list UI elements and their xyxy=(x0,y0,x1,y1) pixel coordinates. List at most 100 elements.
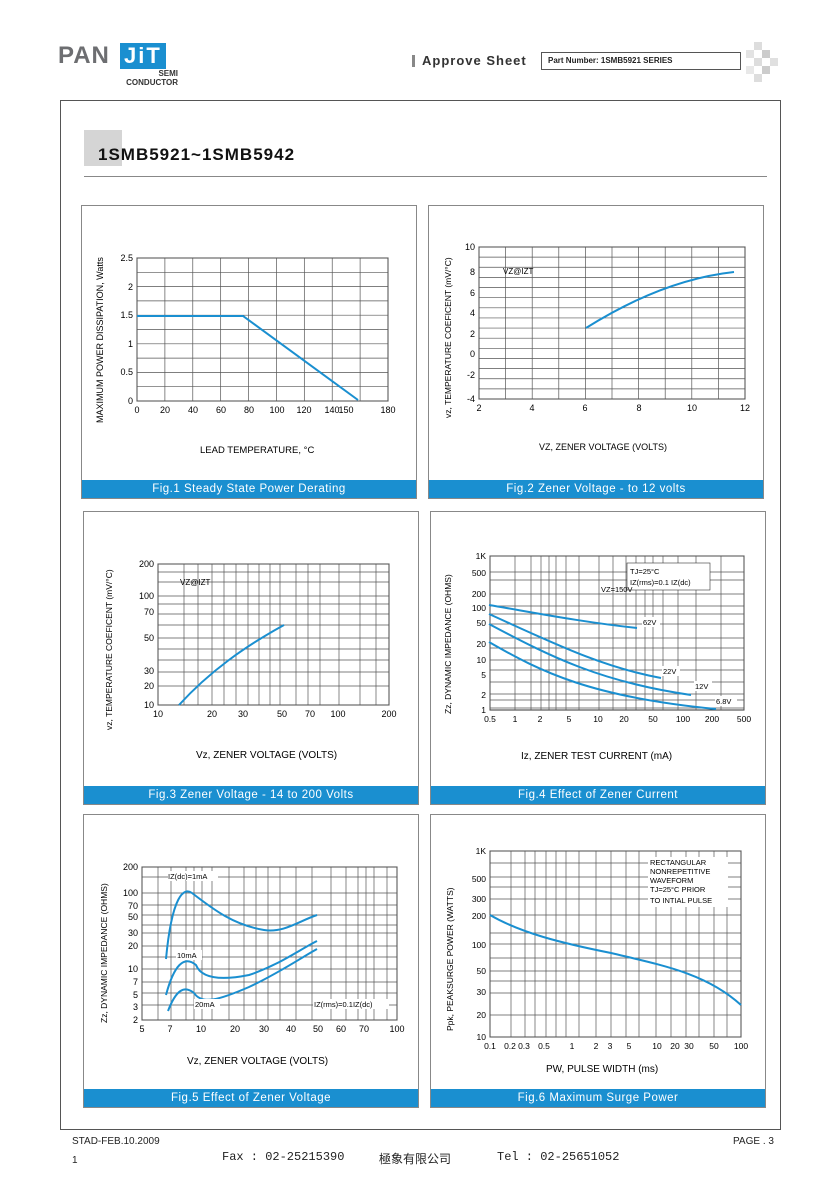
fig5-ytick-label: 2 xyxy=(133,1015,138,1025)
fig5-curve-10ma xyxy=(165,940,318,996)
fig5-xtick-label: 10 xyxy=(196,1024,206,1034)
fig2-caption: Fig.2 Zener Voltage - to 12 volts xyxy=(429,480,763,498)
fig4-xtick-label: 200 xyxy=(705,714,719,724)
fig3-ytick-label: 20 xyxy=(144,681,154,691)
logo-conductor: CONDUCTOR xyxy=(126,78,178,87)
fig4-label-6-8v: 6.8V xyxy=(716,697,731,706)
fig6-ylabel: Ppk, PEAKSURGE POWER (WATTS) xyxy=(445,887,455,1031)
fig5-xtick-label: 20 xyxy=(230,1024,240,1034)
fig1-xtick-label: 140 xyxy=(324,405,339,415)
fig6-ytick-label: 20 xyxy=(477,1010,487,1020)
fig5-xtick-label: 100 xyxy=(389,1024,404,1034)
footer-tel: Tel : 02-25651052 xyxy=(497,1150,620,1164)
fig6-curve xyxy=(489,914,742,1006)
fig4-ylabel: Zz, DYNAMIC IMPEDANCE (OHMS) xyxy=(443,574,453,714)
fig5-ytick-label: 10 xyxy=(128,964,138,974)
fig4-label-22v: 22V xyxy=(663,667,676,676)
fig2-ytick-label: 6 xyxy=(470,288,475,298)
fig6-legend-box xyxy=(648,857,728,907)
fig3-annotation: VZ@IZT xyxy=(180,578,210,587)
approve-sheet-label: Approve Sheet xyxy=(422,53,527,68)
fig4-xtick-label: 2 xyxy=(538,714,543,724)
fig2-panel: 2 4 6 8 10 12 10 8 6 4 2 0 -2 -4 vz, TEMPERATURE COEF… xyxy=(428,205,764,499)
fig4-xtick-label: 5 xyxy=(567,714,572,724)
fig6-ytick-label: 300 xyxy=(472,894,486,904)
fig6-ytick-label: 50 xyxy=(477,966,487,976)
fig4-label-62v: 62V xyxy=(643,618,656,627)
fig6-ytick-label: 10 xyxy=(477,1032,487,1042)
fig4-xlabel: Iz, ZENER TEST CURRENT (mA) xyxy=(521,751,672,762)
fig6-xtick-label: 100 xyxy=(734,1041,748,1051)
fig1-xtick-label: 20 xyxy=(160,405,170,415)
fig2-xtick-label: 6 xyxy=(582,403,587,413)
fig5-ylabel: Zz, DYNAMIC IMPEDANCE (OHMS) xyxy=(99,883,109,1023)
fig6-xtick-label: 3 xyxy=(608,1041,613,1051)
logo-subtitle: SEMI CONDUCTOR xyxy=(120,69,178,87)
fig2-xtick-label: 4 xyxy=(529,403,534,413)
fig4-chart: 0.5 1 2 5 10 20 50 100 200 5001K50020010050201052… xyxy=(443,551,751,762)
fig3-ytick-label: 10 xyxy=(144,700,154,710)
fig3-xtick-label: 70 xyxy=(305,709,315,719)
fig5-label-10ma: 10mA xyxy=(177,951,197,960)
fig2-xtick-label: 8 xyxy=(636,403,641,413)
logo-semi: SEMI xyxy=(158,69,178,78)
fig3-ytick-label: 50 xyxy=(144,633,154,643)
fig3-panel: 10 20 30 50 70 100 200 200 100 70 50 30 20 10 vz, TEM… xyxy=(83,511,419,805)
fig1-ytick-label: 0 xyxy=(128,396,133,406)
fig1-panel: 0 20 40 60 80 100 120 140 150 180 2.5 2 1.5 1 0.5 0 MAX… xyxy=(81,205,417,499)
fig2-xlabel: VZ, ZENER VOLTAGE (VOLTS) xyxy=(539,442,667,452)
fig4-ytick-label: 1 xyxy=(481,705,486,715)
fig6-xtick-label: 0.2 xyxy=(504,1041,516,1051)
fig4-curve-12v xyxy=(488,623,692,696)
fig5-xtick-label: 60 xyxy=(336,1024,346,1034)
fig2-chart: 2 4 6 8 10 12 10 8 6 4 2 0 -2 -4 vz, TEMPERATURE COEF… xyxy=(443,242,750,452)
fig2-curve xyxy=(585,271,735,329)
fig5-ytick-label: 20 xyxy=(128,941,138,951)
fig3-xtick-label: 100 xyxy=(330,709,345,719)
logo-jit-text: JiT xyxy=(120,43,166,69)
page-title: 1SMB5921~1SMB5942 xyxy=(98,145,296,164)
fig4-legend-tj: TJ=25°C xyxy=(630,567,660,576)
fig3-ytick-label: 200 xyxy=(139,559,154,569)
fig3-ylabel: vz, TEMPERATURE COEFICENT (mV/°C) xyxy=(104,569,114,730)
fig2-ytick-label: 0 xyxy=(470,349,475,359)
fig6-xtick-label: 0.3 xyxy=(518,1041,530,1051)
approve-marker xyxy=(412,55,415,67)
fig2-ytick-label: 8 xyxy=(470,267,475,277)
fig1-derating-curve xyxy=(137,315,359,401)
fig1-xtick-label: 60 xyxy=(216,405,226,415)
fig2-ytick-label: 4 xyxy=(470,308,475,318)
fig5-label-rms: IZ(rms)=0.1IZ(dc) xyxy=(314,1000,373,1009)
fig4-ytick-label: 5 xyxy=(481,670,486,680)
fig3-caption: Fig.3 Zener Voltage - 14 to 200 Volts xyxy=(84,786,418,804)
fig2-ytick-label: 2 xyxy=(470,329,475,339)
fig6-ytick-label: 200 xyxy=(472,911,486,921)
fig6-xtick-label: 50 xyxy=(709,1041,719,1051)
fig1-ytick-label: 2 xyxy=(128,282,133,292)
fig1-ytick-label: 1 xyxy=(128,339,133,349)
fig4-caption: Fig.4 Effect of Zener Current xyxy=(431,786,765,804)
fig5-ytick-label: 7 xyxy=(133,977,138,987)
fig6-panel: 0.1 0.2 0.3 0.5 1 2 3 5 10 20 30 50 100 1K 500 300 200 10… xyxy=(430,814,766,1108)
fig3-xtick-label: 10 xyxy=(153,709,163,719)
fig6-legend-0: RECTANGULAR xyxy=(650,858,707,867)
fig4-xtick-label: 100 xyxy=(676,714,690,724)
fig4-legend-iz: IZ(rms)=0.1 IZ(dc) xyxy=(630,578,691,587)
title-rule xyxy=(84,176,767,177)
fig5-ytick-label: 5 xyxy=(133,990,138,1000)
fig6-ytick-label: 500 xyxy=(472,874,486,884)
fig5-xtick-label: 30 xyxy=(259,1024,269,1034)
fig3-xlabel: Vz, ZENER VOLTAGE (VOLTS) xyxy=(196,750,337,761)
fig3-ytick-label: 70 xyxy=(144,607,154,617)
fig4-xtick-label: 500 xyxy=(737,714,751,724)
fig5-curve-1ma xyxy=(165,890,318,960)
fig1-xtick-label: 40 xyxy=(188,405,198,415)
fig5-xtick-label: 50 xyxy=(313,1024,323,1034)
fig4-annotation: VZ=150V xyxy=(601,585,632,594)
fig4-ytick-label: 1K xyxy=(476,551,487,561)
fig4-legend-box xyxy=(626,562,711,591)
fig6-xtick-label: 0.5 xyxy=(538,1041,550,1051)
fig6-ytick-label: 1K xyxy=(476,846,487,856)
fig5-ytick-label: 30 xyxy=(128,928,138,938)
